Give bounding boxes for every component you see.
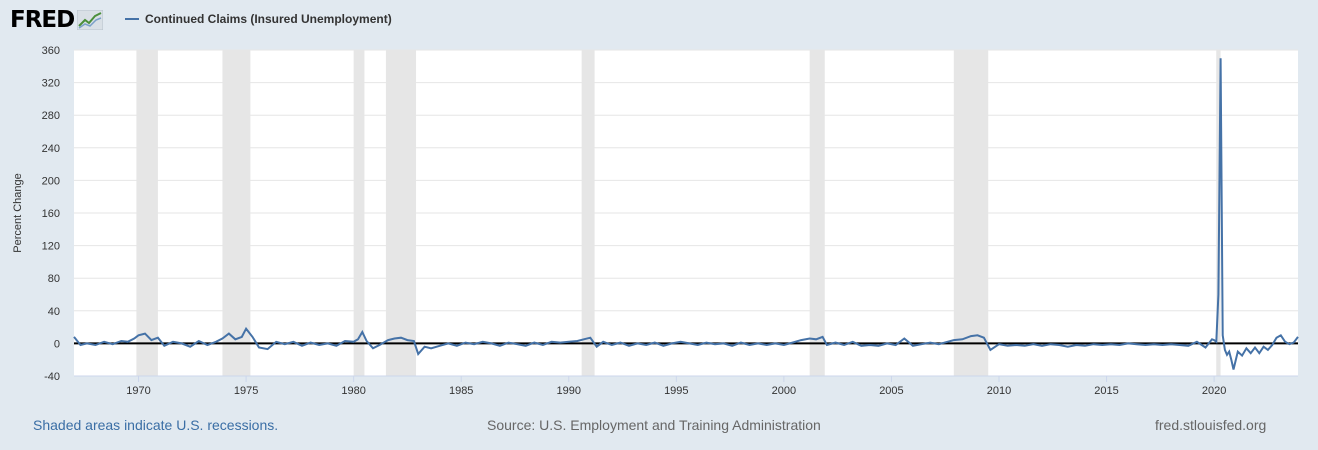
- source-note: Source: U.S. Employment and Training Adm…: [487, 417, 821, 433]
- legend-swatch: [125, 18, 139, 20]
- logo-text: FRED: [10, 7, 75, 33]
- site-link[interactable]: fred.stlouisfed.org: [1155, 417, 1267, 433]
- x-tick-label: 2015: [1094, 385, 1118, 397]
- x-tick-label: 1995: [664, 385, 688, 397]
- y-axis-ticks: -40 0 40 80 120 160 200 240 280 320 360: [42, 45, 60, 383]
- x-tick-label: 2020: [1202, 385, 1226, 397]
- y-tick-label: 120: [42, 241, 60, 253]
- fred-logo[interactable]: FRED: [10, 6, 104, 34]
- y-tick-label: 240: [42, 143, 60, 155]
- y-tick-label: 160: [42, 208, 60, 220]
- y-tick-label: -40: [44, 371, 60, 383]
- legend[interactable]: Continued Claims (Insured Unemployment): [125, 12, 392, 26]
- series-line[interactable]: [73, 58, 1299, 370]
- y-tick-label: 360: [42, 45, 60, 57]
- x-tick-label: 1980: [341, 385, 365, 397]
- chart-line-icon: [77, 10, 104, 30]
- x-tick-label: 2000: [772, 385, 796, 397]
- y-tick-label: 40: [48, 306, 60, 318]
- recession-note: Shaded areas indicate U.S. recessions.: [33, 417, 279, 433]
- x-tick-label: 1990: [557, 385, 581, 397]
- y-tick-label: 80: [48, 273, 60, 285]
- x-tick-label: 2010: [987, 385, 1011, 397]
- x-axis-ticks: 1970 1975 1980 1985 1990 1995 2000 2005 2010 2015…: [126, 376, 1226, 397]
- y-tick-label: 280: [42, 110, 60, 122]
- chart-header: FRED Continued Claims (Insured Unemploym…: [0, 0, 1318, 40]
- x-tick-label: 2005: [879, 385, 903, 397]
- x-tick-label: 1970: [126, 385, 150, 397]
- y-tick-label: 0: [54, 338, 60, 350]
- y-tick-label: 320: [42, 78, 60, 90]
- legend-label: Continued Claims (Insured Unemployment): [145, 12, 392, 26]
- x-tick-label: 1985: [449, 385, 473, 397]
- y-tick-label: 200: [42, 175, 60, 187]
- x-tick-label: 1975: [234, 385, 258, 397]
- y-axis-label: Percent Change: [12, 173, 24, 253]
